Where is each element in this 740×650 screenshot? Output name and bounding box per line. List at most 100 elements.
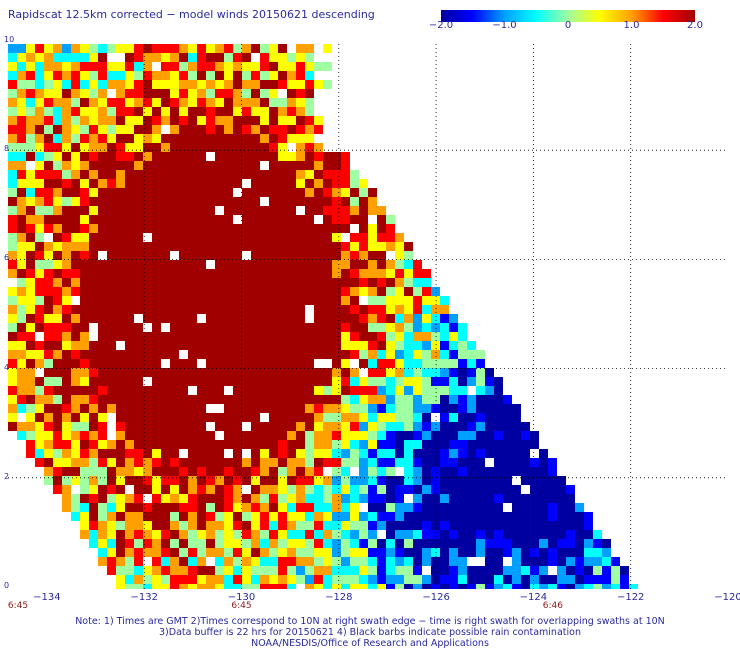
swath-cell — [359, 557, 368, 566]
swath-cell — [305, 503, 314, 512]
swath-cell — [143, 125, 152, 134]
swath-cell — [152, 512, 161, 521]
swath-cell — [197, 305, 206, 314]
swath-cell — [251, 179, 260, 188]
swath-cell — [485, 440, 494, 449]
swath-cell — [341, 296, 350, 305]
swath-cell — [296, 359, 305, 368]
swath-cell — [80, 512, 89, 521]
swath-cell — [296, 449, 305, 458]
swath-cell — [296, 179, 305, 188]
swath-cell — [179, 503, 188, 512]
swath-cell — [197, 80, 206, 89]
swath-cell — [332, 242, 341, 251]
swath-cell — [116, 350, 125, 359]
swath-cell — [53, 125, 62, 134]
swath-cell — [179, 278, 188, 287]
swath-cell — [215, 440, 224, 449]
swath-cell — [242, 503, 251, 512]
swath-cell — [332, 332, 341, 341]
swath-cell — [368, 512, 377, 521]
swath-cell — [269, 368, 278, 377]
swath-cell — [467, 395, 476, 404]
swath-cell — [134, 548, 143, 557]
swath-cell — [620, 575, 629, 584]
swath-cell — [269, 422, 278, 431]
swath-cell — [413, 485, 422, 494]
swath-cell — [152, 422, 161, 431]
swath-cell — [485, 413, 494, 422]
swath-cell — [422, 440, 431, 449]
swath-cell — [368, 233, 377, 242]
swath-cell — [152, 449, 161, 458]
swath-cell — [170, 89, 179, 98]
swath-cell — [305, 107, 314, 116]
swath-cell — [161, 260, 170, 269]
swath-cell — [413, 404, 422, 413]
swath-cell — [386, 521, 395, 530]
swath-cell — [296, 53, 305, 62]
swath-cell — [188, 494, 197, 503]
swath-cell — [476, 521, 485, 530]
swath-cell — [233, 539, 242, 548]
swath-cell — [287, 395, 296, 404]
swath-cell — [539, 584, 548, 589]
swath-cell — [89, 386, 98, 395]
swath-cell — [35, 404, 44, 413]
swath-cell — [89, 179, 98, 188]
swath-cell — [134, 188, 143, 197]
swath-cell — [188, 143, 197, 152]
swath-cell — [278, 422, 287, 431]
swath-cell — [179, 314, 188, 323]
swath-cell — [98, 314, 107, 323]
swath-cell — [341, 413, 350, 422]
swath-cell — [386, 386, 395, 395]
swath-cell — [170, 125, 179, 134]
swath-cell — [296, 566, 305, 575]
swath-cell — [206, 89, 215, 98]
swath-cell — [179, 116, 188, 125]
swath-cell — [215, 179, 224, 188]
swath-cell — [278, 503, 287, 512]
swath-cell — [368, 350, 377, 359]
swath-cell — [134, 62, 143, 71]
swath-cell — [485, 539, 494, 548]
swath-cell — [530, 539, 539, 548]
swath-cell — [233, 341, 242, 350]
swath-cell — [206, 332, 215, 341]
swath-cell — [161, 44, 170, 53]
swath-cell — [8, 323, 17, 332]
swath-cell — [107, 98, 116, 107]
swath-cell — [26, 350, 35, 359]
swath-cell — [539, 494, 548, 503]
swath-cell — [215, 143, 224, 152]
swath-cell — [107, 143, 116, 152]
swath-cell — [215, 278, 224, 287]
swath-cell — [287, 458, 296, 467]
swath-cell — [440, 485, 449, 494]
swath-cell — [71, 404, 80, 413]
swath-cell — [278, 62, 287, 71]
swath-cell — [116, 449, 125, 458]
swath-cell — [251, 287, 260, 296]
swath-cell — [269, 557, 278, 566]
swath-cell — [62, 125, 71, 134]
swath-cell — [134, 53, 143, 62]
swath-cell — [143, 206, 152, 215]
swath-cell — [125, 296, 134, 305]
swath-cell — [269, 359, 278, 368]
swath-cell — [62, 197, 71, 206]
swath-cell — [134, 152, 143, 161]
swath-cell — [494, 584, 503, 589]
swath-cell — [377, 395, 386, 404]
swath-cell — [107, 80, 116, 89]
swath-cell — [89, 80, 98, 89]
swath-cell — [305, 188, 314, 197]
swath-cell — [341, 350, 350, 359]
swath-cell — [53, 449, 62, 458]
swath-cell — [440, 503, 449, 512]
swath-cell — [206, 197, 215, 206]
swath-cell — [269, 566, 278, 575]
swath-cell — [188, 62, 197, 71]
swath-cell — [53, 440, 62, 449]
